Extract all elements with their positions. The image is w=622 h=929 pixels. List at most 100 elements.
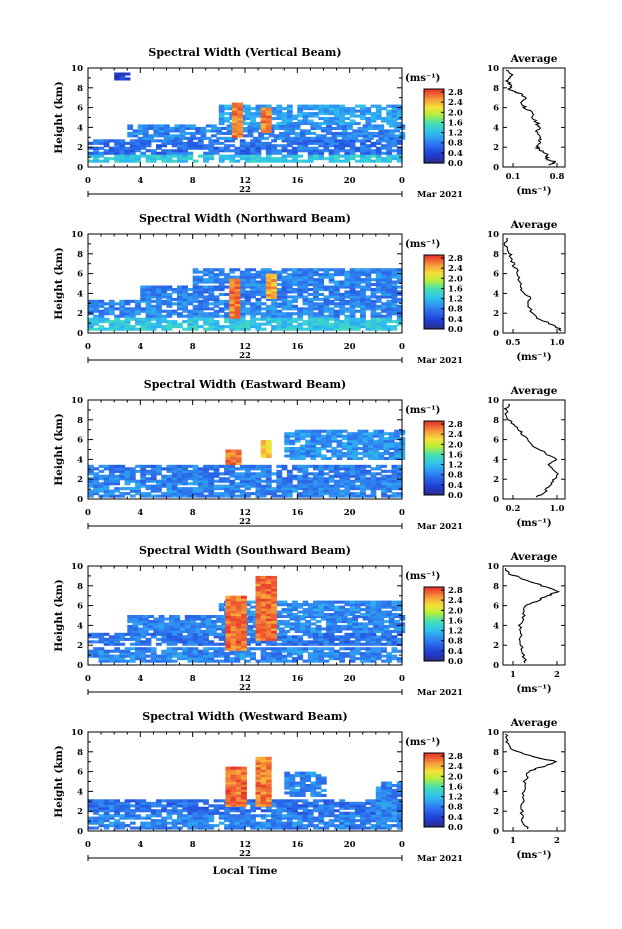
heatmap-cell bbox=[307, 327, 314, 331]
heatmap-cell bbox=[135, 816, 141, 820]
heatmap-cell bbox=[124, 659, 131, 663]
heatmap-cell bbox=[169, 129, 175, 133]
heatmap-cell bbox=[391, 327, 398, 331]
heatmap-cell bbox=[129, 632, 136, 636]
heatmap-cell bbox=[334, 654, 340, 658]
heatmap-cell bbox=[357, 622, 364, 626]
heatmap-cell bbox=[281, 635, 288, 639]
heatmap-cell bbox=[258, 131, 264, 135]
heatmap-cell bbox=[88, 821, 94, 825]
heatmap-cell bbox=[234, 298, 241, 302]
heatmap-cell bbox=[213, 309, 220, 313]
avg-y-tick-label: 2 bbox=[493, 143, 499, 153]
heatmap-cell bbox=[315, 629, 322, 633]
heatmap-cell bbox=[208, 322, 215, 326]
heatmap-cell bbox=[88, 320, 94, 324]
heatmap-cell bbox=[318, 320, 325, 324]
heatmap-cell bbox=[381, 283, 387, 287]
heatmap-cell bbox=[195, 131, 202, 135]
heatmap-cell bbox=[336, 131, 343, 135]
heatmap-cell bbox=[271, 149, 277, 153]
heatmap-cell bbox=[286, 159, 293, 163]
heatmap-cell bbox=[250, 295, 256, 299]
heatmap-cell bbox=[221, 622, 228, 626]
heatmap-cell bbox=[190, 620, 196, 624]
heatmap-cell bbox=[381, 151, 387, 155]
heatmap-cell bbox=[265, 583, 272, 587]
heatmap-cell bbox=[124, 325, 131, 329]
heatmap-cell bbox=[129, 469, 136, 473]
heatmap-cell bbox=[103, 474, 110, 478]
heatmap-cell bbox=[344, 307, 351, 311]
heatmap-cell bbox=[255, 605, 262, 609]
heatmap-cell bbox=[225, 613, 232, 617]
heatmap-cell bbox=[334, 325, 340, 329]
heatmap-cell bbox=[265, 290, 272, 294]
heatmap-cell bbox=[140, 816, 147, 820]
heatmap-cell bbox=[357, 439, 364, 443]
heatmap-cell bbox=[145, 472, 152, 476]
y-axis-label: Height (km) bbox=[53, 81, 65, 153]
heatmap-cell bbox=[315, 432, 322, 436]
heatmap-cell bbox=[132, 627, 139, 631]
heatmap-cell bbox=[124, 157, 131, 161]
avg-y-tick-label: 6 bbox=[493, 602, 499, 612]
heatmap-cell bbox=[370, 302, 377, 306]
heatmap-cell bbox=[132, 617, 139, 621]
heatmap-cell bbox=[344, 154, 351, 158]
heatmap-cell bbox=[260, 489, 267, 493]
heatmap-cell bbox=[166, 139, 173, 143]
heatmap-cell bbox=[218, 814, 225, 818]
colorbar-segment bbox=[424, 642, 444, 645]
heatmap-cell bbox=[235, 625, 242, 629]
heatmap-cell bbox=[307, 114, 314, 118]
heatmap-cell bbox=[192, 283, 199, 287]
heatmap-cell bbox=[114, 77, 120, 81]
heatmap-cell bbox=[218, 632, 225, 636]
heatmap-cell bbox=[265, 454, 272, 458]
heatmap-cell bbox=[255, 494, 262, 498]
heatmap-cell bbox=[161, 649, 168, 653]
x-tick-label: 16 bbox=[291, 508, 303, 518]
heatmap-cell bbox=[336, 454, 343, 458]
heatmap-cell bbox=[150, 826, 157, 830]
heatmap-cell bbox=[297, 278, 304, 282]
heatmap-cell bbox=[203, 479, 209, 483]
heatmap-cell bbox=[334, 154, 340, 158]
heatmap-cell bbox=[396, 104, 403, 108]
heatmap-cell bbox=[241, 603, 247, 607]
heatmap-cell bbox=[360, 464, 366, 468]
heatmap-cell bbox=[247, 129, 254, 133]
heatmap-cell bbox=[370, 312, 377, 316]
heatmap-cell bbox=[328, 278, 335, 282]
heatmap-cell bbox=[349, 317, 356, 321]
heatmap-cell bbox=[318, 487, 325, 491]
heatmap-cell bbox=[245, 649, 251, 653]
heatmap-cell bbox=[119, 814, 126, 818]
heatmap-cell bbox=[318, 472, 325, 476]
heatmap-cell bbox=[265, 157, 272, 161]
heatmap-cell bbox=[362, 447, 369, 451]
heatmap-cell bbox=[292, 484, 298, 488]
heatmap-cell bbox=[166, 141, 173, 145]
heatmap-cell bbox=[247, 126, 254, 130]
heatmap-cell bbox=[250, 610, 256, 614]
heatmap-cell bbox=[352, 622, 359, 626]
heatmap-cell bbox=[230, 452, 237, 456]
heatmap-cell bbox=[279, 629, 285, 633]
heatmap-cell bbox=[381, 320, 387, 324]
heatmap-cell bbox=[391, 268, 398, 272]
colorbar-segment bbox=[424, 113, 444, 116]
heatmap-cell bbox=[349, 325, 356, 329]
heatmap-cell bbox=[166, 292, 173, 296]
heatmap-cell bbox=[260, 440, 267, 444]
heatmap-cell bbox=[300, 624, 306, 628]
heatmap-cell bbox=[292, 154, 298, 158]
heatmap-cell bbox=[260, 580, 267, 584]
heatmap-cell bbox=[339, 117, 345, 121]
avg-frame bbox=[502, 565, 566, 666]
heatmap-cell bbox=[187, 144, 194, 148]
heatmap-cell bbox=[328, 479, 335, 483]
heatmap-cell bbox=[265, 309, 272, 313]
heatmap-cell bbox=[135, 149, 141, 153]
